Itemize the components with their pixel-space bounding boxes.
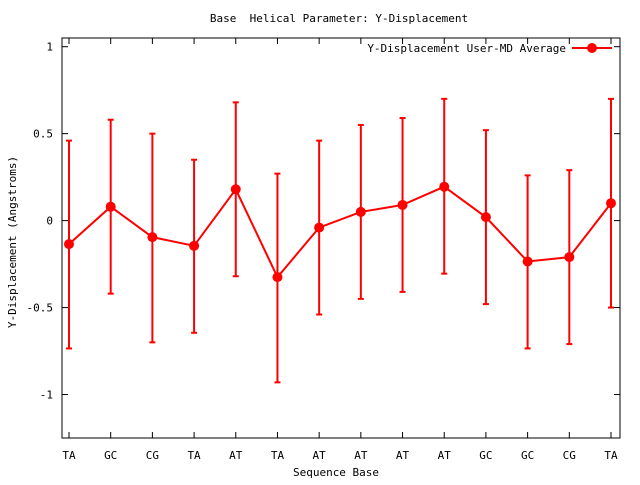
- data-point: [314, 222, 325, 233]
- series-line: [68, 185, 612, 279]
- x-tick-label: TA: [62, 449, 76, 462]
- data-point: [480, 212, 491, 223]
- data-point: [355, 206, 366, 217]
- legend-marker: [587, 43, 597, 53]
- data-point: [397, 199, 408, 210]
- plot-frame: [61, 37, 621, 439]
- data-point: [189, 240, 200, 251]
- data-point: [522, 256, 533, 267]
- chart-title: Base Helical Parameter: Y-Displacement: [210, 12, 468, 25]
- data-point: [105, 201, 116, 212]
- series-layer: [64, 97, 616, 384]
- legend: Y-Displacement User-MD Average: [367, 42, 612, 55]
- y-tick-label: 0: [46, 215, 53, 228]
- data-point: [272, 272, 283, 283]
- x-tick-label: AT: [438, 449, 452, 462]
- data-point: [606, 198, 616, 209]
- x-axis: TA GC CG TA AT TA AT AT AT AT GC GC CG TA: [62, 38, 618, 462]
- y-tick-label: -0.5: [27, 302, 54, 315]
- y-tick-label: 1: [46, 41, 53, 54]
- x-tick-label: TA: [187, 449, 201, 462]
- x-tick-label: AT: [229, 449, 243, 462]
- x-tick-label: CG: [146, 449, 159, 462]
- x-tick-label: AT: [396, 449, 410, 462]
- x-tick-label: GC: [479, 449, 492, 462]
- x-tick-label: TA: [271, 449, 285, 462]
- data-point: [564, 252, 575, 263]
- data-point: [64, 239, 74, 250]
- data-point: [230, 184, 241, 195]
- y-tick-label: 0.5: [33, 128, 53, 141]
- x-axis-label: Sequence Base: [293, 466, 379, 479]
- y-axis: 1 0.5 0 -0.5 -1: [27, 41, 620, 402]
- x-tick-label: CG: [563, 449, 576, 462]
- x-tick-label: GC: [104, 449, 117, 462]
- y-axis-label: Y-Displacement (Angstroms): [6, 156, 19, 328]
- legend-label: Y-Displacement User-MD Average: [367, 42, 566, 55]
- x-tick-label: TA: [604, 449, 618, 462]
- data-point: [439, 181, 450, 192]
- y-tick-label: -1: [40, 389, 53, 402]
- data-point: [147, 232, 158, 243]
- x-tick-label: GC: [521, 449, 534, 462]
- x-tick-label: AT: [354, 449, 368, 462]
- x-tick-label: AT: [313, 449, 327, 462]
